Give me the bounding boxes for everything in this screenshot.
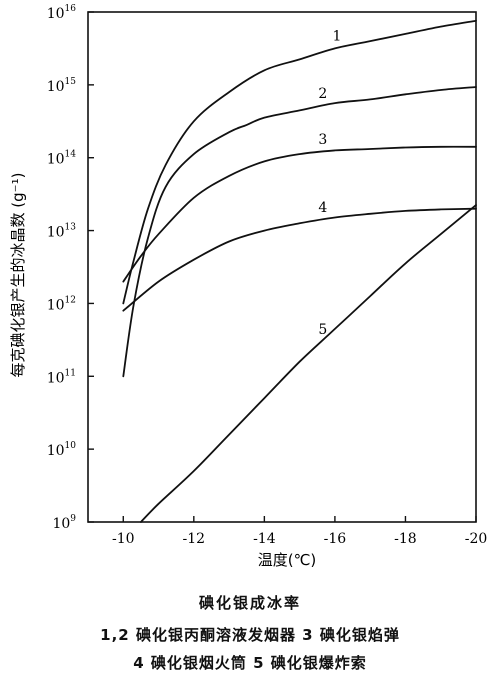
y-tick-label: 1015 bbox=[47, 77, 77, 95]
x-axis-label: 温度(℃) bbox=[258, 551, 317, 569]
y-tick-label: 1010 bbox=[47, 441, 77, 459]
x-tick-label: -20 bbox=[465, 531, 488, 547]
y-tick-label: 109 bbox=[52, 514, 76, 532]
series-label-5: 5 bbox=[318, 322, 327, 338]
series-label-3: 3 bbox=[318, 132, 327, 148]
x-axis-ticks: -10 -12 -14 -16 -18 -20 bbox=[112, 516, 487, 547]
y-tick-label: 1012 bbox=[47, 295, 76, 313]
series-label-2: 2 bbox=[318, 86, 327, 102]
x-tick-label: -12 bbox=[183, 531, 206, 547]
plot-border bbox=[87, 11, 477, 523]
series-lines bbox=[122, 19, 477, 523]
series-line-4 bbox=[122, 207, 477, 312]
plot-frame bbox=[87, 11, 477, 523]
x-tick-label: -10 bbox=[112, 531, 135, 547]
series-line-1 bbox=[122, 19, 477, 305]
x-tick-label: -16 bbox=[324, 531, 347, 547]
ice-nucleation-chart: -10 -12 -14 -16 -18 -20 109101010111012101310… bbox=[9, 4, 487, 569]
series-line-2 bbox=[122, 86, 477, 378]
y-tick-label: 1014 bbox=[47, 150, 77, 168]
series-line-5 bbox=[140, 204, 477, 523]
series-label-1: 1 bbox=[332, 28, 341, 44]
y-tick-label: 1013 bbox=[47, 223, 77, 241]
y-axis-label: 每克碘化银产生的冰晶数 (g⁻¹) bbox=[9, 173, 27, 378]
series-line-3 bbox=[122, 145, 477, 283]
caption-legend-line-1: 1,2 碘化银丙酮溶液发烟器 3 碘化银焰弹 bbox=[100, 626, 400, 644]
y-axis-ticks: 109 1010 1011 1012 1013 1014 1015 1016 bbox=[47, 4, 94, 532]
x-tick-label: -18 bbox=[394, 531, 417, 547]
caption-title: 碘化银成冰率 bbox=[198, 594, 301, 612]
caption-legend-line-2: 4 碘化银烟火筒 5 碘化银爆炸索 bbox=[133, 654, 367, 672]
y-tick-label: 1016 bbox=[47, 4, 77, 22]
series-label-4: 4 bbox=[318, 200, 327, 216]
y-tick-label: 1011 bbox=[47, 368, 76, 386]
x-tick-label: -14 bbox=[253, 531, 276, 547]
series-labels: 1 2 3 4 5 bbox=[318, 28, 341, 338]
